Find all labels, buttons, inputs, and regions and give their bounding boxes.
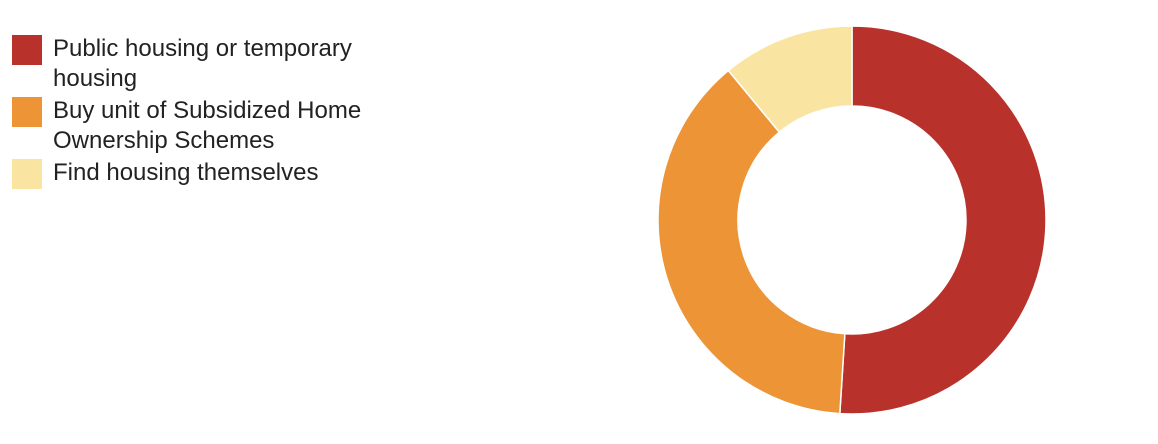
donut-slice[interactable] xyxy=(657,69,846,415)
legend-swatch xyxy=(12,97,42,127)
legend-item: Buy unit of Subsidized Home Ownership Sc… xyxy=(12,96,412,156)
legend-swatch xyxy=(12,159,42,189)
donut-slice[interactable] xyxy=(727,25,853,134)
legend-swatch xyxy=(12,35,42,65)
legend-label: Buy unit of Subsidized Home Ownership Sc… xyxy=(53,97,362,154)
chart-legend: Public housing or temporary housing Buy u… xyxy=(12,34,412,191)
legend-label: Public housing or temporary housing xyxy=(53,35,352,92)
legend-item: Find housing themselves xyxy=(12,158,412,189)
donut-slice[interactable] xyxy=(839,25,1047,415)
legend-label: Find housing themselves xyxy=(53,159,319,186)
legend-item: Public housing or temporary housing xyxy=(12,34,412,94)
